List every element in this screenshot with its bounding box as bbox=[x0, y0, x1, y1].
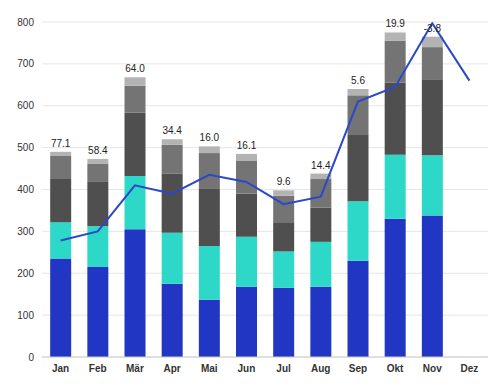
svg-text:400: 400 bbox=[17, 184, 34, 195]
svg-text:64.0: 64.0 bbox=[125, 63, 145, 74]
svg-text:Jul: Jul bbox=[276, 363, 291, 374]
svg-text:100: 100 bbox=[17, 310, 34, 321]
svg-text:16.0: 16.0 bbox=[200, 132, 220, 143]
svg-text:800: 800 bbox=[17, 17, 34, 28]
svg-text:19.9: 19.9 bbox=[385, 18, 405, 29]
svg-text:500: 500 bbox=[17, 142, 34, 153]
svg-text:58.4: 58.4 bbox=[88, 145, 108, 156]
svg-text:Apr: Apr bbox=[163, 363, 180, 374]
svg-text:Mär: Mär bbox=[126, 363, 144, 374]
svg-text:9.6: 9.6 bbox=[277, 176, 291, 187]
svg-text:34.4: 34.4 bbox=[162, 125, 182, 136]
svg-text:16.1: 16.1 bbox=[237, 140, 257, 151]
svg-text:77.1: 77.1 bbox=[51, 138, 71, 149]
svg-text:600: 600 bbox=[17, 100, 34, 111]
svg-text:Sep: Sep bbox=[349, 363, 367, 374]
svg-text:200: 200 bbox=[17, 268, 34, 279]
svg-text:700: 700 bbox=[17, 58, 34, 69]
svg-text:Okt: Okt bbox=[387, 363, 404, 374]
svg-text:5.6: 5.6 bbox=[351, 75, 365, 86]
svg-text:Mai: Mai bbox=[201, 363, 218, 374]
svg-text:14.4: 14.4 bbox=[311, 160, 331, 171]
svg-text:-3.8: -3.8 bbox=[424, 23, 442, 34]
svg-text:0: 0 bbox=[28, 352, 34, 363]
svg-text:Dez: Dez bbox=[461, 363, 479, 374]
svg-text:300: 300 bbox=[17, 226, 34, 237]
svg-text:Jun: Jun bbox=[238, 363, 256, 374]
svg-text:Feb: Feb bbox=[89, 363, 107, 374]
svg-text:Aug: Aug bbox=[311, 363, 330, 374]
svg-text:Jan: Jan bbox=[52, 363, 69, 374]
svg-text:Nov: Nov bbox=[423, 363, 442, 374]
